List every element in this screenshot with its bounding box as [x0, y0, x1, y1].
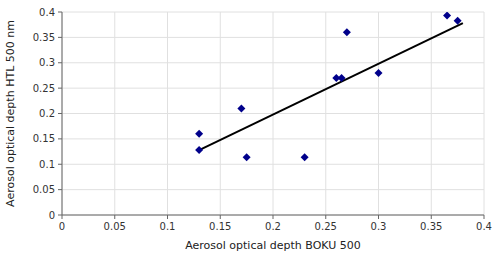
grid-line-y	[62, 164, 484, 165]
y-tick-label: 0.25	[33, 83, 55, 94]
scatter-point	[243, 153, 251, 161]
x-tick	[62, 215, 63, 219]
x-tick-label: 0.3	[371, 221, 387, 232]
y-tick	[58, 113, 62, 114]
grid-line-y	[62, 138, 484, 139]
axes: 0 0.05 0.1 0.15 0.2 0.25 0.3 0.35 0.4 0 0.05 0.1 0.1…	[33, 7, 492, 233]
y-axis-label: Aerosol optical depth HTL 500 nm	[4, 20, 17, 207]
y-tick-label: 0.3	[39, 57, 55, 68]
grid-line-y	[62, 88, 484, 89]
chart-svg: 0 0.05 0.1 0.15 0.2 0.25 0.3 0.35 0.4 0 0.05 0.1 0.1…	[0, 0, 498, 257]
x-tick-label: 0.4	[476, 221, 492, 232]
grid-line-y	[62, 62, 484, 63]
scatter-point	[301, 153, 309, 161]
scatter-point	[237, 104, 245, 112]
y-tick	[58, 138, 62, 139]
chart-container: 0 0.05 0.1 0.15 0.2 0.25 0.3 0.35 0.4 0 0.05 0.1 0.1…	[0, 0, 498, 257]
scatter-point	[454, 17, 462, 25]
y-tick-label: 0.1	[39, 159, 55, 170]
x-tick	[220, 215, 221, 219]
scatter-point	[343, 28, 351, 36]
y-tick-label: 0.15	[33, 133, 55, 144]
grid-line-y	[62, 12, 484, 13]
y-tick	[58, 12, 62, 13]
scatter-point	[375, 69, 383, 77]
x-tick-label: 0.1	[160, 221, 176, 232]
y-tick-label: 0.2	[39, 108, 55, 119]
x-tick-label: 0.05	[104, 221, 126, 232]
x-tick	[484, 215, 485, 219]
y-tick	[58, 62, 62, 63]
grid-line-y	[62, 189, 484, 190]
y-tick	[58, 88, 62, 89]
y-tick-label: 0.4	[39, 7, 55, 18]
y-tick	[58, 37, 62, 38]
scatter-point	[195, 146, 203, 154]
scatter-point	[338, 74, 346, 82]
grid	[62, 12, 484, 215]
x-tick-label: 0.2	[265, 221, 281, 232]
y-tick	[58, 164, 62, 165]
x-tick	[431, 215, 432, 219]
x-tick	[273, 215, 274, 219]
y-tick-label: 0	[49, 210, 55, 221]
x-tick-label: 0	[59, 221, 65, 232]
scatter-point	[443, 12, 451, 20]
regression-line	[199, 23, 463, 150]
grid-line-y	[62, 37, 484, 38]
x-axis-label: Aerosol optical depth BOKU 500	[185, 239, 361, 252]
x-tick	[167, 215, 168, 219]
plot-data	[195, 12, 463, 161]
x-tick-label: 0.15	[209, 221, 231, 232]
scatter-point	[195, 130, 203, 138]
y-tick	[58, 189, 62, 190]
y-tick-label: 0.35	[33, 32, 55, 43]
x-tick-label: 0.25	[315, 221, 337, 232]
y-tick	[58, 215, 62, 216]
x-tick	[378, 215, 379, 219]
x-tick-label: 0.35	[420, 221, 442, 232]
y-tick-label: 0.05	[33, 184, 55, 195]
x-tick	[325, 215, 326, 219]
x-tick	[114, 215, 115, 219]
